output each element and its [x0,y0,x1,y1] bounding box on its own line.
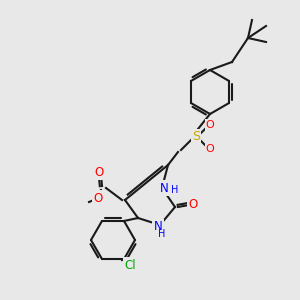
Text: Cl: Cl [124,259,136,272]
Text: S: S [192,130,200,143]
Text: H: H [158,229,165,239]
Text: H: H [171,185,178,195]
Text: O: O [93,191,103,205]
Text: O: O [188,199,198,212]
Text: N: N [160,182,168,194]
Text: O: O [206,120,214,130]
Text: O: O [94,166,103,178]
Text: O: O [206,144,214,154]
Text: N: N [154,220,162,233]
